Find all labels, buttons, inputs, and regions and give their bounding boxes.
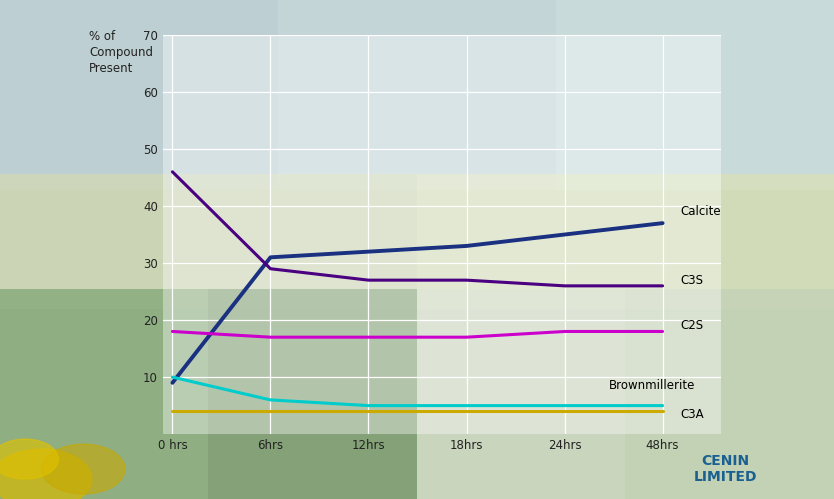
Text: C3S: C3S (681, 273, 703, 286)
Circle shape (42, 444, 125, 494)
Circle shape (0, 449, 92, 499)
Text: C3A: C3A (681, 408, 704, 421)
Text: C2S: C2S (681, 319, 703, 332)
Circle shape (0, 439, 58, 479)
Text: % of
Compound
Present: % of Compound Present (89, 30, 153, 75)
Text: Brownmillerite: Brownmillerite (609, 379, 695, 392)
Text: Calcite: Calcite (681, 205, 721, 218)
Text: CENIN
LIMITED: CENIN LIMITED (694, 454, 757, 484)
